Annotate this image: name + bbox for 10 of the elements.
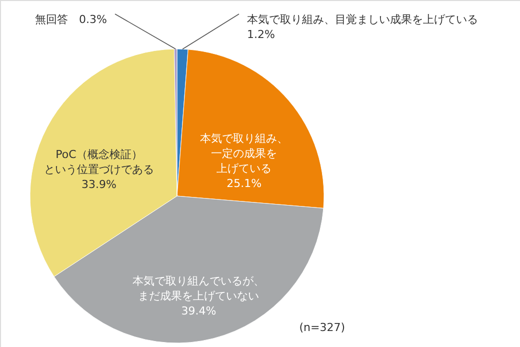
data-label: 1.2%: [247, 28, 275, 41]
data-label: 33.9%: [82, 178, 116, 191]
slice-label: 本気で取り組んでいるが、まだ成果を上げていない: [132, 274, 265, 302]
text: (n=327): [299, 321, 345, 334]
data-label: 39.4%: [181, 304, 216, 318]
slice-label: 無回答 0.3%: [35, 13, 107, 26]
slice-label: PoC（概念検証）という位置づけである: [44, 148, 154, 176]
data-label: 25.1%: [226, 176, 262, 190]
slice-label: 本気で取り組み、一定の成果を上げている: [200, 132, 288, 175]
slice-label: 本気で取り組み、目覚ましい成果を上げている: [247, 13, 478, 26]
